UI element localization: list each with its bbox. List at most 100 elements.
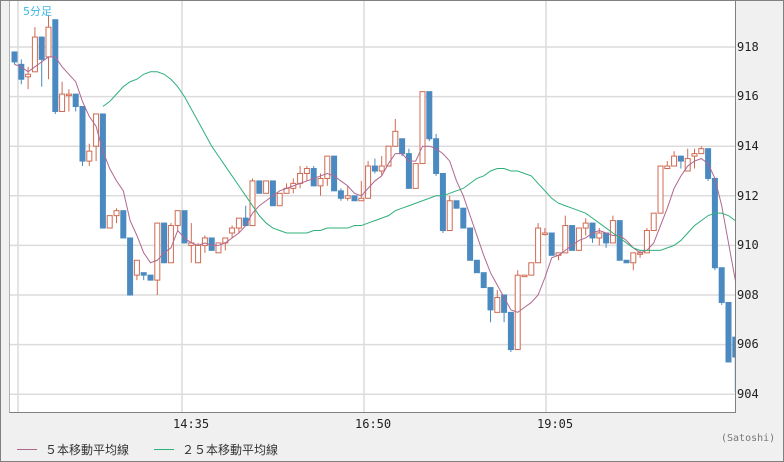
candle-down xyxy=(181,210,188,244)
candle-up xyxy=(65,93,72,97)
candle-down xyxy=(11,51,18,63)
y-tick-label: 908 xyxy=(737,288,759,302)
candle-down xyxy=(208,237,215,251)
candle-up xyxy=(562,225,569,254)
y-tick-label: 910 xyxy=(737,238,759,252)
candle-up xyxy=(664,165,671,170)
candle-down xyxy=(38,36,45,60)
candle-up xyxy=(249,180,256,227)
candle-down xyxy=(161,222,168,264)
candle-down xyxy=(473,259,480,274)
candle-down xyxy=(18,63,25,80)
candle-down xyxy=(507,311,514,351)
candle-up xyxy=(297,172,304,184)
y-tick-label: 916 xyxy=(737,89,759,103)
candlestick-chart xyxy=(10,1,735,412)
candle-up xyxy=(263,180,270,194)
candle-up xyxy=(378,165,385,172)
legend-ma5: ５本移動平均線 xyxy=(17,441,129,458)
candle-down xyxy=(711,177,718,269)
candle-up xyxy=(691,153,698,157)
candle-up xyxy=(630,252,637,264)
candle-down xyxy=(677,155,684,162)
candle-down xyxy=(310,168,317,187)
candle-down xyxy=(72,93,79,108)
candle-down xyxy=(426,91,433,140)
candle-up xyxy=(167,225,174,264)
candle-up xyxy=(154,222,161,281)
candle-down xyxy=(331,155,338,192)
plot-area: 5分足 xyxy=(9,1,736,413)
candle-down xyxy=(453,200,460,209)
candle-up xyxy=(174,210,181,227)
candle-down xyxy=(433,138,440,174)
y-tick-label: 912 xyxy=(737,189,759,203)
candle-up xyxy=(528,262,535,276)
candle-up xyxy=(358,197,365,202)
candle-up xyxy=(303,168,310,174)
candle-down xyxy=(147,274,154,281)
candle-up xyxy=(45,26,52,58)
candle-down xyxy=(351,195,358,202)
candle-up xyxy=(195,244,202,264)
candle-up xyxy=(412,163,419,189)
candle-up xyxy=(643,230,650,254)
candle-down xyxy=(501,294,508,313)
candle-up xyxy=(86,150,93,162)
credit-text: (Satoshi) xyxy=(721,433,776,444)
candle-down xyxy=(371,165,378,172)
candle-up xyxy=(133,259,140,276)
candle-up xyxy=(596,232,603,239)
candle-up xyxy=(419,91,426,165)
candle-down xyxy=(569,225,576,251)
candle-down xyxy=(52,19,59,112)
y-tick-label: 906 xyxy=(737,337,759,351)
candle-up xyxy=(93,113,100,147)
ma5-swatch-icon xyxy=(17,449,37,450)
candle-up xyxy=(446,200,453,232)
candle-up xyxy=(201,237,208,246)
candle-down xyxy=(337,190,344,199)
candle-up xyxy=(657,165,664,214)
candle-up xyxy=(671,155,678,167)
ma25-swatch-icon xyxy=(154,449,174,450)
y-tick-label: 914 xyxy=(737,139,759,153)
candle-down xyxy=(725,301,732,363)
candle-down xyxy=(603,232,610,244)
legend-ma25-label: ２５本移動平均線 xyxy=(182,443,279,457)
candle-up xyxy=(575,227,582,251)
candle-up xyxy=(59,93,66,112)
candle-down xyxy=(405,153,412,189)
candle-down xyxy=(480,272,487,289)
legend-ma5-label: ５本移動平均線 xyxy=(45,443,130,457)
candle-down xyxy=(623,259,630,264)
candle-down xyxy=(460,207,467,229)
candle-up xyxy=(31,36,38,73)
candle-up xyxy=(365,165,372,199)
candle-up xyxy=(535,227,542,264)
candle-up xyxy=(324,155,331,179)
candle-up xyxy=(494,296,501,313)
candle-up xyxy=(582,222,589,229)
candle-down xyxy=(439,172,446,232)
candle-up xyxy=(650,212,657,232)
candle-up xyxy=(698,148,705,155)
x-tick-label: 16:50 xyxy=(355,417,392,431)
candle-up xyxy=(541,232,548,235)
candle-up xyxy=(215,242,222,254)
candle-up xyxy=(392,130,399,147)
candle-down xyxy=(127,237,134,296)
candle-up xyxy=(106,215,113,229)
candle-down xyxy=(399,138,406,155)
candle-down xyxy=(120,210,127,239)
candle-up xyxy=(113,210,120,217)
candle-up xyxy=(521,274,528,278)
x-tick-label: 19:05 xyxy=(537,417,574,431)
candle-up xyxy=(229,227,236,234)
candle-down xyxy=(616,220,623,261)
candle-down xyxy=(140,272,147,276)
candle-up xyxy=(25,73,32,78)
candle-down xyxy=(467,227,474,261)
legend-ma25: ２５本移動平均線 xyxy=(154,441,278,458)
